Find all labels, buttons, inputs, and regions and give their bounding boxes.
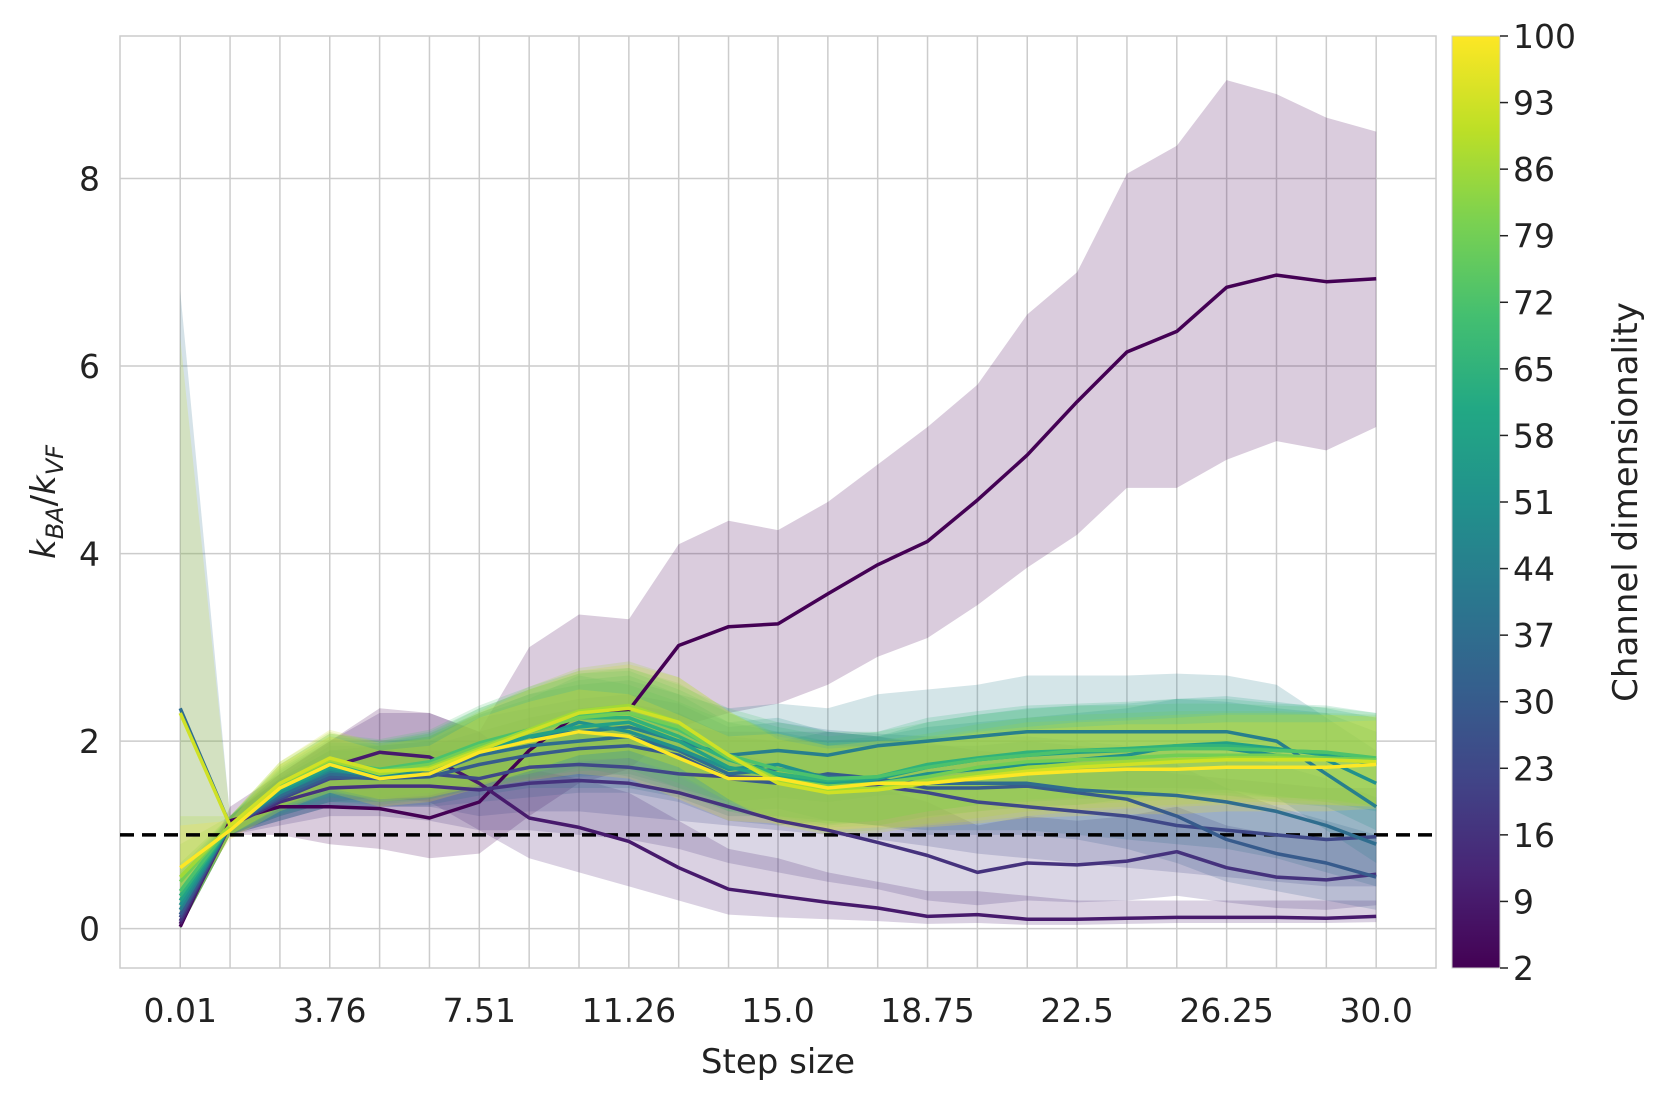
colorbar-tick-label: 72 [1513,283,1555,322]
x-tick-label: 3.76 [293,991,366,1030]
colorbar-tick-label: 86 [1513,150,1555,189]
band-dim-44 [180,673,1377,929]
y-tick-label: 2 [79,722,100,761]
line-dim-93 [178,706,1377,828]
colorbar [1451,35,1501,969]
colorbar-tick-label: 100 [1513,17,1576,56]
y-axis-title: kBA/kVF [24,444,69,559]
colorbar-tick-label: 37 [1513,616,1555,655]
line-dim-9 [178,750,1377,925]
x-tick-label: 7.51 [443,991,516,1030]
colorbar-ticks: 2 9 16 23 30 37 44 51 58 65 72 79 86 93 100 [1500,17,1576,988]
colorbar-tick-label: 58 [1513,416,1555,455]
colorbar-title: Channel dimensionality [1606,302,1646,702]
line-dim-72 [178,711,1377,893]
line-dim-16 [178,778,1377,922]
line-dim-2 [178,273,1377,928]
colorbar-tick-label: 23 [1513,749,1555,788]
y-axis-title-sub1: BA [41,506,69,539]
y-tick-label: 0 [79,910,100,949]
line-dim-86 [178,703,1377,879]
colorbar-tick-label: 9 [1513,882,1534,921]
band-dim-65 [180,670,1377,929]
x-tick-label: 11.26 [582,991,676,1030]
colorbar-tick-label: 44 [1513,550,1555,589]
colorbar-tick-label: 30 [1513,683,1555,722]
x-tick-labels: 0.01 3.76 7.51 11.26 15.0 18.75 22.5 26.25 30.0 [143,991,1412,1030]
band-dim-9 [180,713,1377,929]
colorbar-tick-label: 93 [1513,84,1555,123]
line-dim-100 [179,729,1377,870]
band-dim-2 [180,80,1377,929]
y-axis-title-sub2: VF [41,444,69,475]
colorbar-tick-label: 65 [1513,350,1555,389]
y-axis-title-slash: / [24,494,64,506]
series-lines [178,273,1378,928]
colorbar-tick-label: 16 [1513,816,1555,855]
grid-lines [120,36,1436,968]
x-tick-label: 18.75 [880,991,974,1030]
band-dim-37 [180,291,1377,929]
y-tick-label: 6 [79,347,100,386]
x-tick-label: 26.25 [1179,991,1273,1030]
band-dim-93 [180,337,1377,929]
y-tick-label: 4 [79,535,100,574]
band-dim-86 [180,661,1377,929]
band-dim-51 [180,675,1377,929]
y-tick-labels: 0 2 4 6 8 [79,160,100,949]
band-dim-58 [180,675,1377,929]
colorbar-tick-label: 79 [1513,217,1555,256]
x-tick-label: 30.0 [1339,991,1412,1030]
x-tick-label: 0.01 [143,991,216,1030]
colorbar-tick-label: 2 [1513,949,1534,988]
y-axis-title-k2: k [24,474,64,495]
x-tick-label: 15.0 [741,991,814,1030]
x-tick-label: 22.5 [1040,991,1113,1030]
y-tick-label: 8 [79,160,100,199]
colorbar-tick-label: 51 [1513,483,1555,522]
band-dim-16 [180,731,1377,929]
y-axis-title-k1: k [24,538,64,559]
x-axis-title: Step size [701,1042,855,1082]
